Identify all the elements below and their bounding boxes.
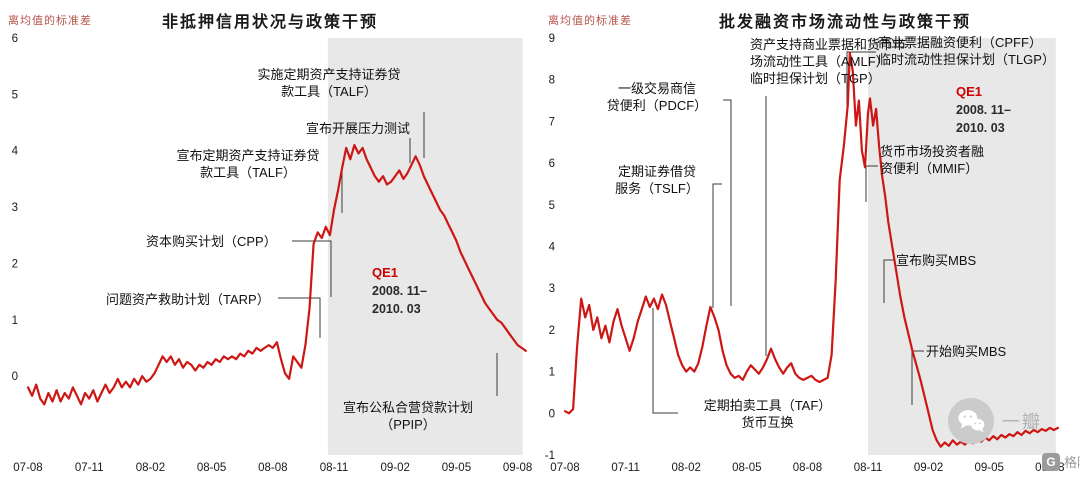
y-tick-label: 4	[549, 242, 556, 254]
x-tick-label: 09-08	[503, 462, 532, 474]
x-tick-label: 09-05	[974, 462, 1003, 474]
y-tick-label: 2	[549, 325, 555, 337]
annotation-pdcf: 一级交易商信 贷便利（PDCF）	[606, 81, 708, 114]
x-tick-label: 08-08	[258, 462, 287, 474]
brand-logo: G 格隆汇	[1042, 452, 1080, 471]
x-tick-label: 09-02	[380, 462, 409, 474]
qe1-shade-region	[868, 38, 1056, 455]
plot-area: -1 0 1 2 3 4 5 6 7 8 9 07-08 07-11 08-02 08-05 08-08 08-…	[545, 33, 1065, 474]
x-tick-label: 08-05	[732, 462, 761, 474]
qe1-dates: 2008. 11– 2010. 03	[372, 284, 427, 316]
annotation-mmif: 货币市场投资者融 资便利（MMIF）	[880, 144, 985, 177]
annotation-ppip: 宣布公私合营贷款计划 （PPIP）	[342, 400, 473, 433]
wechat-icon	[948, 398, 994, 444]
annotation-mbs-start: 开始购买MBS	[926, 344, 1007, 359]
y-tick-label: 8	[549, 75, 555, 87]
y-tick-label: 4	[12, 146, 19, 158]
y-axis-label: 离均值的标准差	[8, 15, 92, 27]
x-tick-label: 08-08	[793, 462, 822, 474]
annotation-talf-implement: 实施定期资产支持证券贷 款工具（TALF）	[257, 67, 401, 100]
y-tick-label: 3	[549, 283, 555, 295]
qe1-title: QE1	[956, 84, 983, 99]
y-tick-label: 9	[549, 33, 555, 45]
annotation-amlf-tgp: 资产支持商业票据和货币市 场流动性工具（AMLF） 临时担保计划（TGP）	[750, 37, 907, 87]
x-tick-label: 07-11	[75, 462, 104, 474]
series-line	[26, 144, 527, 406]
x-tick-label: 09-05	[442, 462, 471, 474]
y-tick-label: 0	[12, 371, 18, 383]
annotation-leader-line	[723, 99, 732, 306]
y-tick-label: 0	[549, 408, 555, 420]
y-tick-label: 7	[549, 116, 555, 128]
brand-text: 格隆汇	[1064, 455, 1080, 470]
x-tick-label: 08-02	[136, 462, 165, 474]
watermark: 一瓣	[948, 398, 1042, 444]
annotation-leader-line	[278, 297, 321, 338]
annotation-tarp: 问题资产救助计划（TARP）	[106, 292, 270, 307]
annotation-leader-line	[846, 51, 876, 116]
x-tick-label: 08-02	[671, 462, 700, 474]
y-tick-label: 1	[549, 367, 555, 379]
x-tick-label: 07-11	[611, 462, 640, 474]
annotation-leader-line	[883, 259, 894, 303]
chart-title: 非抵押信用状况与政策干预	[161, 14, 378, 31]
annotation-tslf: 定期证券借贷 服务（TSLF）	[615, 164, 699, 197]
qe1-shade-region	[327, 38, 523, 455]
annotation-talf-announce: 宣布定期资产支持证券贷 款工具（TALF）	[176, 148, 320, 181]
chart-nonmortgage-credit: 离均值的标准差 非抵押信用状况与政策干预 0 1 2 3 4 5 6 07-08 07-11 08…	[8, 14, 533, 474]
chart-wholesale-funding: 离均值的标准差 批发融资市场流动性与政策干预 -1 0 1 2 3 4 5 6 7 8 9 07-08…	[540, 0, 1080, 479]
annotation-leader-line	[712, 183, 722, 308]
annotation-leader-line	[292, 240, 332, 297]
annotation-stress-test: 宣布开展压力测试	[305, 121, 410, 136]
watermark-text: 一瓣	[1002, 412, 1042, 432]
y-tick-label: -1	[545, 450, 555, 462]
chart-title: 批发融资市场流动性与政策干预	[718, 14, 971, 31]
x-tick-label: 07-08	[13, 462, 42, 474]
annotation-leader-line	[652, 308, 678, 414]
qe1-label-block: QE1 2008. 11– 2010. 03	[372, 265, 427, 318]
qe1-label-block: QE1 2008. 11– 2010. 03	[956, 84, 1011, 137]
annotation-cpff-tlgp: 商业票据融资便利（CPFF） 临时流动性担保计划（TLGP）	[878, 35, 1055, 68]
y-tick-label: 1	[12, 315, 18, 327]
annotation-cpp: 资本购买计划（CPP）	[146, 234, 277, 249]
y-tick-label: 5	[12, 89, 18, 101]
y-tick-label: 6	[12, 33, 18, 45]
y-tick-label: 5	[549, 200, 555, 212]
gelonghui-logo-icon: G	[1042, 452, 1060, 471]
y-tick-label: 3	[12, 202, 18, 214]
plot-area: 0 1 2 3 4 5 6 07-08 07-11 08-02 08-05 08-08 08-11 09-…	[12, 33, 533, 474]
x-tick-label: 08-11	[320, 462, 349, 474]
qe1-title: QE1	[372, 265, 399, 280]
annotation-mbs-announce: 宣布购买MBS	[896, 253, 977, 268]
x-tick-label: 09-02	[914, 462, 943, 474]
x-tick-label: 08-11	[854, 462, 883, 474]
annotation-taf-swap: 定期拍卖工具（TAF） 货币互换	[703, 398, 832, 431]
y-tick-label: 6	[549, 158, 555, 170]
y-tick-label: 2	[12, 258, 18, 270]
x-tick-label: 07-08	[550, 462, 579, 474]
qe1-dates: 2008. 11– 2010. 03	[956, 103, 1011, 135]
x-tick-label: 08-05	[197, 462, 226, 474]
y-axis-label: 离均值的标准差	[548, 15, 632, 27]
